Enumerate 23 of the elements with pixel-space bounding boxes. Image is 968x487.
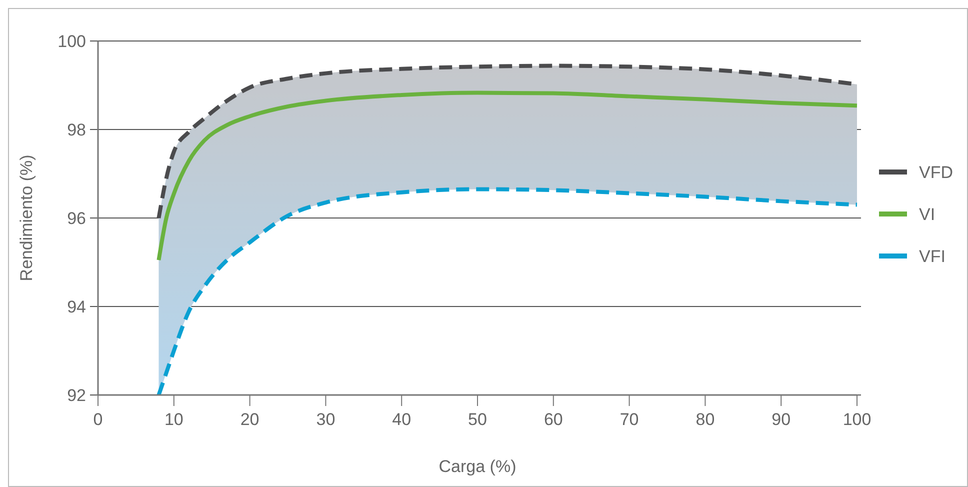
x-tick-label: 20 [240, 410, 260, 429]
x-tick-label: 80 [696, 410, 715, 429]
x-axis-title: Carga (%) [438, 457, 516, 476]
x-tick-label: 90 [772, 410, 791, 429]
legend-label: VFD [919, 163, 953, 182]
x-tick-label: 70 [620, 410, 639, 429]
line-series [156, 187, 859, 397]
y-tick-label: 92 [67, 386, 86, 405]
x-tick-label: 50 [468, 410, 487, 429]
y-tick-label: 94 [67, 298, 86, 316]
x-tick-label: 0 [93, 410, 103, 429]
y-axis-title: Rendimiento (%) [17, 154, 36, 282]
line-series [156, 90, 859, 262]
legend-label: VFI [919, 247, 946, 266]
x-tick-label: 100 [842, 410, 872, 429]
legend-label: VI [919, 205, 936, 224]
x-tick-label: 30 [316, 410, 336, 429]
y-tick-label: 100 [58, 32, 86, 51]
x-tick-label: 40 [392, 410, 412, 429]
x-tick-label: 10 [164, 410, 184, 429]
x-tick-label: 60 [544, 410, 563, 429]
y-tick-label: 98 [67, 120, 86, 140]
y-tick-label: 96 [67, 209, 86, 228]
